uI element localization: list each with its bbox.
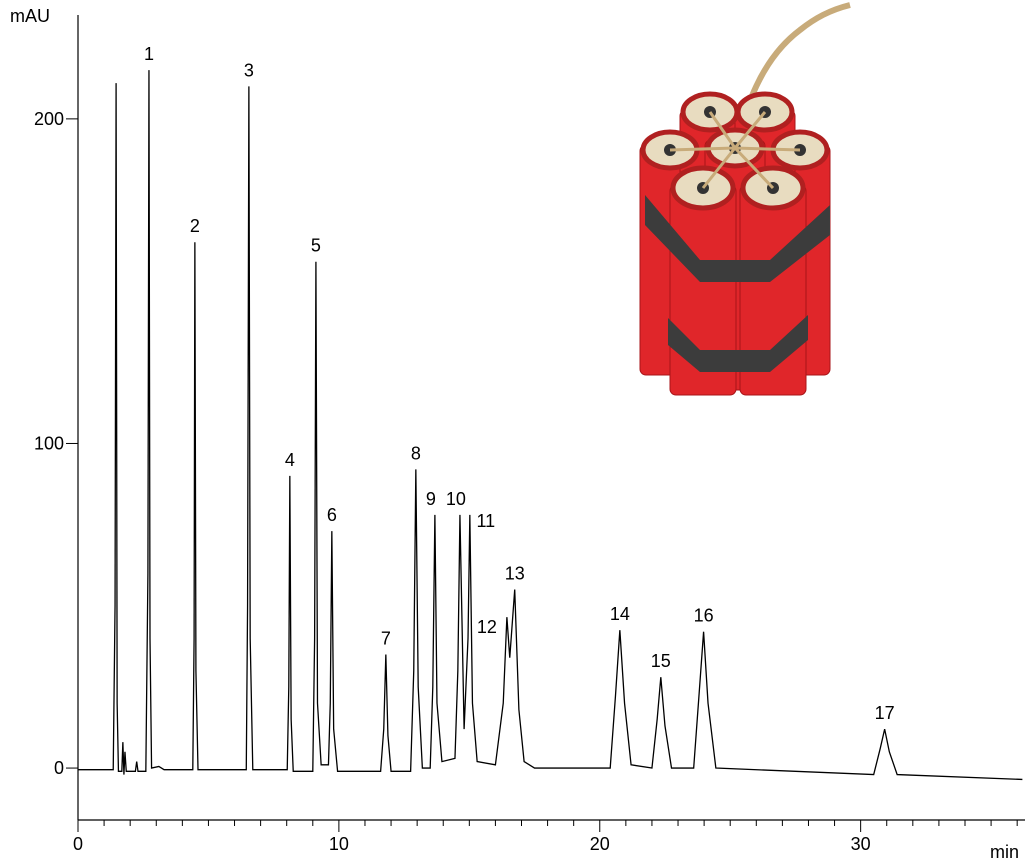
peak-label: 17	[875, 703, 895, 723]
y-tick-label: 200	[34, 109, 64, 129]
peak-label: 11	[477, 511, 496, 531]
peak-label: 4	[285, 450, 295, 470]
peak-label: 13	[505, 564, 525, 584]
y-tick-label: 0	[54, 758, 64, 778]
peak-label: 16	[694, 606, 714, 626]
chromatogram-trace	[78, 70, 1023, 781]
peak-label: 9	[426, 489, 436, 509]
peak-label: 10	[446, 489, 466, 509]
x-axis-label: min	[990, 842, 1019, 862]
peak-label: 3	[244, 60, 254, 80]
peak-label: 15	[651, 651, 671, 671]
peak-label: 7	[381, 628, 391, 648]
peak-label: 14	[610, 604, 630, 624]
x-tick-label: 0	[73, 834, 83, 854]
peak-label: 8	[411, 443, 421, 463]
x-tick-label: 30	[851, 834, 871, 854]
peak-label: 5	[311, 236, 321, 256]
x-tick-label: 10	[329, 834, 349, 854]
peak-label: 12	[477, 617, 497, 637]
y-axis-label: mAU	[10, 6, 50, 26]
dynamite-illustration	[639, 2, 851, 396]
peak-label: 2	[190, 216, 200, 236]
y-tick-label: 100	[34, 433, 64, 453]
x-tick-label: 20	[590, 834, 610, 854]
peak-label: 6	[327, 505, 337, 525]
peak-label: 1	[144, 44, 154, 64]
